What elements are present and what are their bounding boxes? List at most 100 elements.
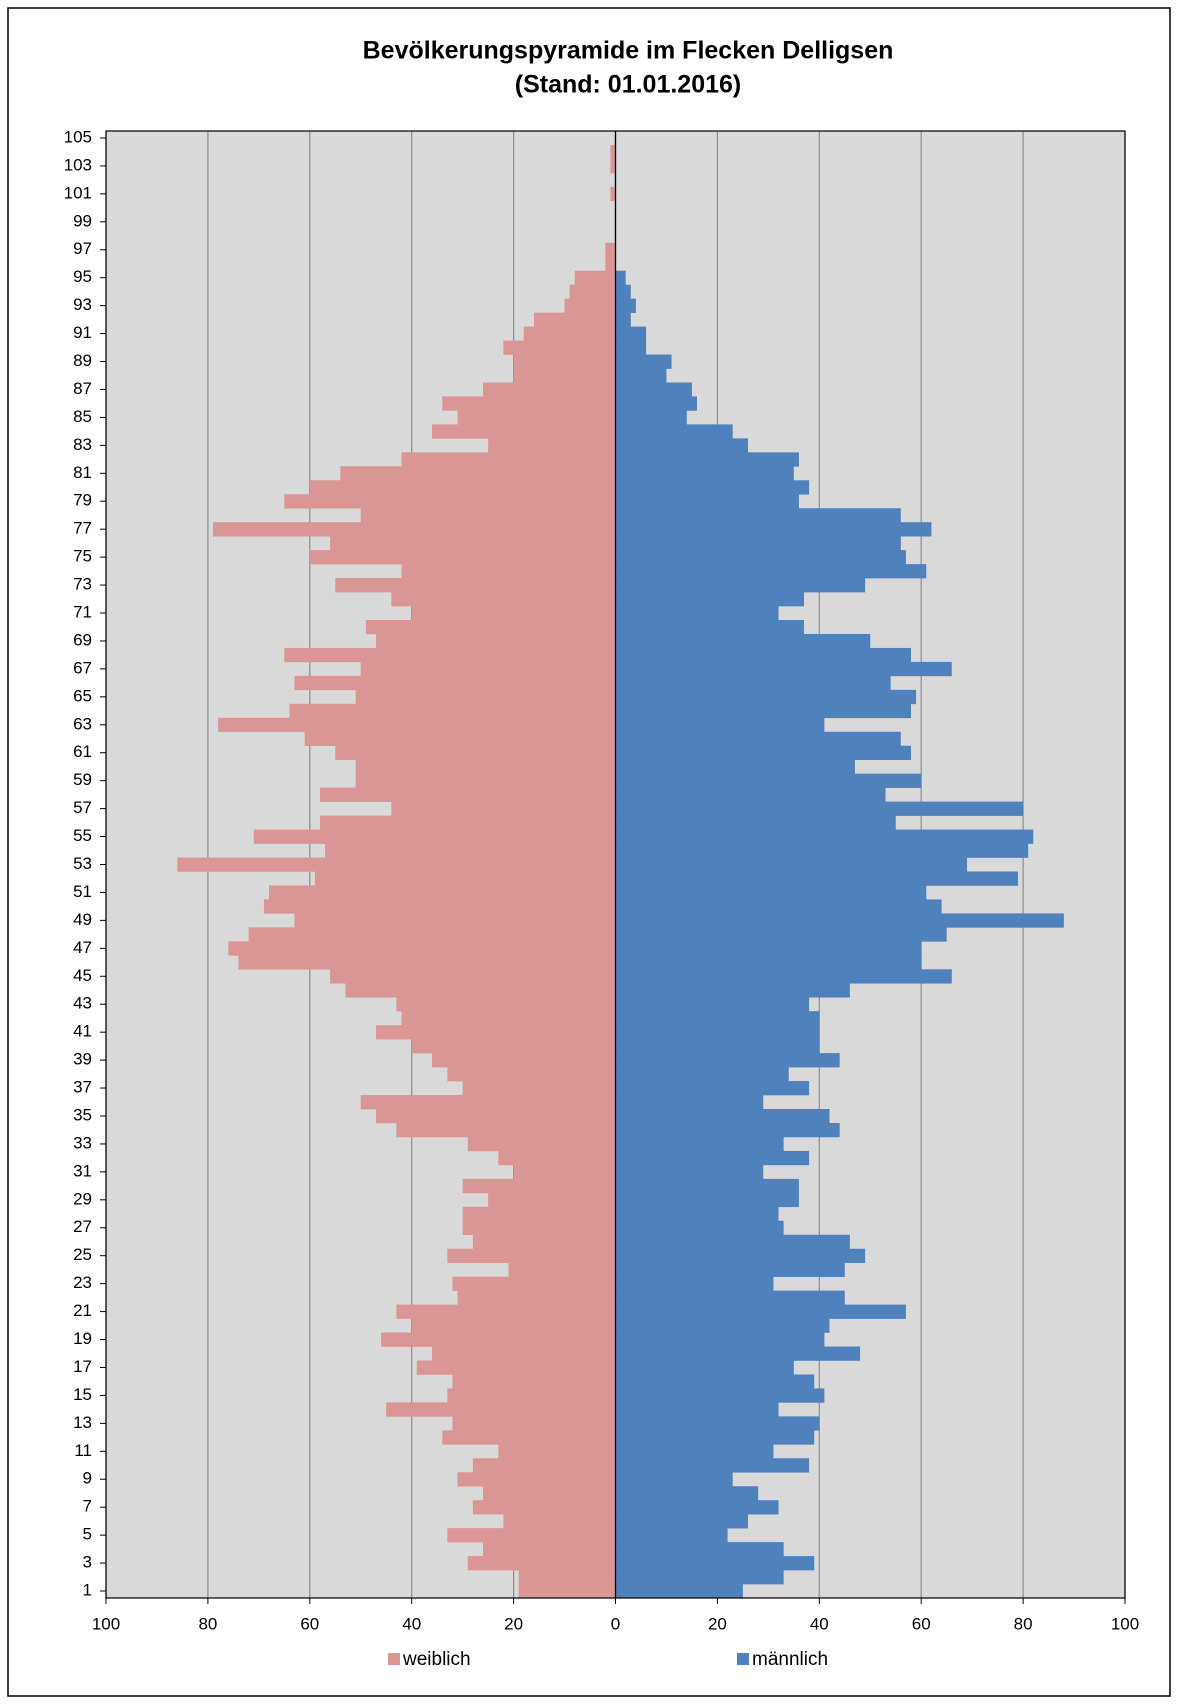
bar [615, 1318, 830, 1333]
bar [355, 773, 616, 788]
x-tick-label: 20 [708, 1614, 727, 1633]
bar [615, 1206, 779, 1222]
x-tick-label: 20 [504, 1614, 523, 1633]
bar [345, 983, 616, 998]
x-tick-label: 80 [198, 1614, 217, 1633]
y-tick-label: 77 [73, 519, 92, 538]
bar [615, 815, 896, 830]
y-tick-label: 93 [73, 295, 92, 314]
bar [615, 620, 805, 635]
bar [615, 1025, 820, 1040]
bar [457, 1290, 616, 1305]
bar [284, 647, 616, 663]
bar [615, 578, 866, 593]
bar [396, 997, 616, 1012]
y-tick-label: 91 [73, 323, 92, 342]
bar [483, 382, 616, 397]
y-tick-label: 39 [73, 1050, 92, 1069]
bar [472, 1458, 616, 1473]
bar [615, 773, 922, 788]
y-tick-label: 35 [73, 1105, 92, 1124]
bar [391, 592, 616, 607]
y-tick-label: 95 [73, 267, 92, 286]
bar [615, 661, 952, 677]
y-tick-label: 43 [73, 994, 92, 1013]
bar [615, 354, 672, 369]
legend-swatch [737, 1653, 749, 1665]
bar [615, 522, 932, 537]
y-tick-label: 73 [73, 575, 92, 594]
bar [615, 857, 968, 872]
bar [396, 1122, 616, 1138]
y-tick-label: 61 [73, 742, 92, 761]
y-tick-label: 71 [73, 602, 92, 621]
bar [615, 1584, 743, 1599]
bar [605, 256, 616, 272]
bar [289, 703, 616, 719]
y-tick-label: 85 [73, 407, 92, 426]
bar [314, 871, 616, 886]
bar [615, 1486, 759, 1501]
bar [447, 1067, 616, 1082]
y-tick-label: 103 [64, 155, 92, 174]
y-tick-label: 57 [73, 798, 92, 817]
bar [467, 1136, 616, 1152]
bar [212, 522, 616, 537]
y-tick-label: 69 [73, 630, 92, 649]
bar [472, 1500, 616, 1515]
bar [615, 871, 1019, 886]
chart-subtitle: (Stand: 01.01.2016) [515, 71, 742, 99]
y-tick-label: 59 [73, 770, 92, 789]
bar [574, 270, 616, 285]
bar [610, 158, 616, 174]
y-tick-label: 99 [73, 211, 92, 230]
bar [457, 1472, 616, 1487]
bar [615, 983, 850, 998]
bar [615, 1514, 748, 1529]
bar [452, 1416, 616, 1431]
bar [391, 801, 616, 816]
bar [615, 913, 1064, 928]
y-tick-label: 67 [73, 658, 92, 677]
x-tick-label: 60 [912, 1614, 931, 1633]
bar [615, 1304, 906, 1319]
y-tick-label: 5 [83, 1525, 92, 1544]
bar [340, 466, 616, 481]
bar [360, 508, 616, 523]
bar [615, 745, 912, 761]
bar [498, 1150, 616, 1166]
bar [615, 1234, 850, 1250]
y-tick-label: 31 [73, 1161, 92, 1180]
bar [442, 396, 616, 411]
bar [335, 745, 616, 761]
bar [381, 1332, 616, 1347]
bar [615, 1039, 820, 1054]
bar [615, 1528, 728, 1543]
bar [564, 298, 616, 313]
bar [376, 633, 616, 649]
chart-title: Bevölkerungspyramide im Flecken Delligse… [363, 37, 894, 65]
y-tick-label: 19 [73, 1329, 92, 1348]
bar [615, 941, 922, 956]
x-tick-label: 60 [300, 1614, 319, 1633]
bar [513, 354, 616, 369]
bar [503, 1514, 616, 1529]
bar [615, 689, 917, 705]
x-tick-label: 100 [92, 1614, 120, 1633]
bar [416, 1360, 616, 1375]
bar [615, 1500, 779, 1515]
bar [615, 1430, 815, 1445]
y-tick-label: 51 [73, 882, 92, 901]
bar [615, 1248, 866, 1263]
bar [508, 1262, 616, 1277]
bar [615, 536, 901, 551]
y-tick-label: 87 [73, 379, 92, 398]
bar [615, 1444, 774, 1459]
bar [462, 1081, 616, 1096]
bar [411, 1318, 616, 1333]
y-tick-label: 17 [73, 1357, 92, 1376]
bar [447, 1388, 616, 1403]
y-tick-label: 49 [73, 910, 92, 929]
bar [615, 1374, 815, 1389]
